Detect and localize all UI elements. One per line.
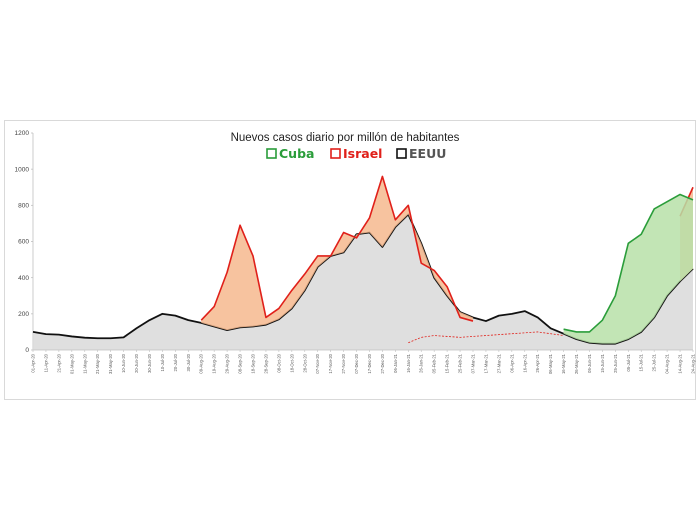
chart-frame: Nuevos casos diario por millón de habita… xyxy=(4,120,696,400)
chart-title: Nuevos casos diario por millón de habita… xyxy=(231,132,460,144)
x-tick-label: 25-Jun-21 xyxy=(613,353,618,373)
legend-label-israel: Israel xyxy=(343,146,382,161)
x-tick-label: 16-Apr-21 xyxy=(522,353,527,372)
x-tick-label: 05-Jul-21 xyxy=(626,353,631,371)
chart-svg: Nuevos casos diario por millón de habita… xyxy=(15,130,696,374)
x-tick-label: 27-Mar-21 xyxy=(496,353,501,373)
x-tick-label: 16-Jan-21 xyxy=(406,353,411,373)
x-tick-label: 07-Dec-20 xyxy=(354,353,359,373)
y-tick-label: 1000 xyxy=(15,166,30,173)
x-tick-label: 25-Jul-21 xyxy=(652,353,657,371)
x-tick-label: 28-Oct-20 xyxy=(302,353,307,372)
legend-swatch-israel xyxy=(330,148,341,159)
x-tick-label: 20-Jul-20 xyxy=(173,353,178,371)
cuba-area xyxy=(563,194,693,344)
x-tick-label: 26-May-21 xyxy=(574,353,579,374)
x-tick-label: 10-Jun-20 xyxy=(121,353,126,373)
x-tick-label: 05-Feb-21 xyxy=(432,353,437,373)
x-tick-label: 15-Jul-21 xyxy=(639,353,644,371)
x-tick-label: 06-May-21 xyxy=(548,353,553,374)
x-tick-label: 04-Aug-21 xyxy=(665,353,670,373)
x-tick-label: 16-May-21 xyxy=(561,353,566,374)
x-tick-label: 30-Jun-20 xyxy=(147,353,152,373)
legend-swatch-cuba xyxy=(266,148,277,159)
y-tick-label: 400 xyxy=(18,275,29,282)
x-tick-label: 17-Dec-20 xyxy=(367,353,372,373)
x-tick-label: 10-Jul-20 xyxy=(160,353,165,371)
x-tick-label: 25-Feb-21 xyxy=(458,353,463,373)
israel-area xyxy=(201,176,474,331)
x-tick-label: 08-Oct-20 xyxy=(276,353,281,372)
x-tick-label: 07-Nov-20 xyxy=(315,353,320,373)
x-tick-label: 17-Nov-20 xyxy=(328,353,333,373)
eeuu-area xyxy=(33,214,693,350)
x-tick-label: 09-Aug-20 xyxy=(199,353,204,373)
x-axis: 01-Apr-20 11-Apr-20 21-Apr-20 01-May-20 11-M… xyxy=(31,349,696,374)
x-tick-label: 08-Sep-20 xyxy=(238,353,243,373)
x-tick-label: 26-Apr-21 xyxy=(535,353,540,372)
x-tick-label: 06-Apr-21 xyxy=(509,353,514,372)
x-tick-label: 30-Jul-20 xyxy=(186,353,191,371)
y-tick-label: 800 xyxy=(18,203,29,210)
x-tick-label: 11-Apr-20 xyxy=(43,353,48,372)
x-tick-label: 27-Nov-20 xyxy=(341,353,346,373)
x-tick-label: 05-Jun-21 xyxy=(587,353,592,373)
x-tick-label: 24-Aug-21 xyxy=(691,353,696,373)
x-tick-label: 29-Aug-20 xyxy=(225,353,230,373)
y-tick-label: 0 xyxy=(25,347,29,354)
x-tick-label: 18-Sep-20 xyxy=(251,353,256,373)
x-tick-label: 01-May-20 xyxy=(69,353,74,374)
legend-label-cuba: Cuba xyxy=(279,146,314,161)
x-tick-label: 14-Aug-21 xyxy=(678,353,683,373)
x-tick-label: 11-May-20 xyxy=(82,353,87,373)
x-tick-label: 20-Jun-20 xyxy=(134,353,139,373)
legend: Cuba Israel EEUU xyxy=(266,146,446,161)
y-tick-label: 600 xyxy=(18,239,29,246)
x-tick-label: 07-Mar-21 xyxy=(471,353,476,373)
x-tick-label: 15-Jun-21 xyxy=(600,353,605,373)
x-tick-label: 28-Sep-20 xyxy=(263,353,268,373)
legend-swatch-eeuu xyxy=(396,148,407,159)
x-tick-label: 19-Aug-20 xyxy=(212,353,217,373)
x-tick-label: 31-May-20 xyxy=(108,353,113,374)
y-tick-label: 200 xyxy=(18,311,29,318)
x-tick-label: 15-Feb-21 xyxy=(445,353,450,373)
x-tick-label: 27-Dec-20 xyxy=(380,353,385,373)
x-tick-label: 21-May-20 xyxy=(95,353,100,374)
israel-line xyxy=(200,175,474,322)
x-tick-label: 18-Oct-20 xyxy=(289,353,294,372)
y-tick-label: 1200 xyxy=(15,130,30,137)
x-tick-label: 01-Apr-20 xyxy=(31,353,36,372)
y-axis: 0 200 400 600 800 1000 1200 xyxy=(15,130,34,354)
x-tick-label: 21-Apr-20 xyxy=(56,353,61,372)
plot-area xyxy=(32,175,694,350)
x-tick-label: 06-Jan-21 xyxy=(393,353,398,373)
legend-label-eeuu: EEUU xyxy=(409,146,446,161)
x-tick-label: 17-Mar-21 xyxy=(483,353,488,373)
x-tick-label: 26-Jan-21 xyxy=(419,353,424,373)
